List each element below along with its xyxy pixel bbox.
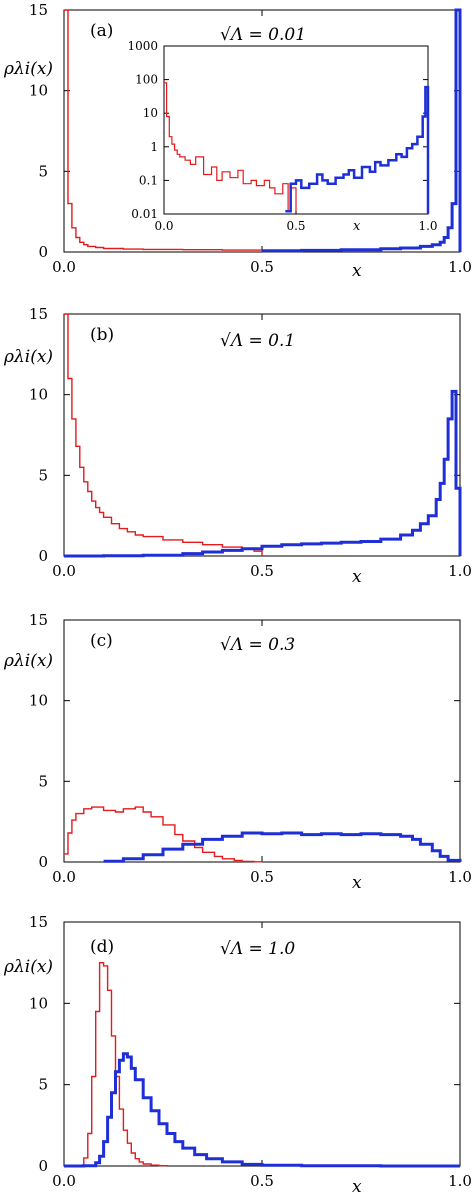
x-tick-label: 0.0 xyxy=(52,258,76,276)
inset-y-tick-label: 1000 xyxy=(127,39,158,53)
panel-b-plot: 0.0 0.5 1.0 0 5 10 15 xyxy=(29,305,472,580)
y-tick-label: 10 xyxy=(29,994,48,1012)
y-tick-label: 0 xyxy=(38,547,48,565)
inset-y-tick-label: 0.01 xyxy=(131,207,158,221)
panel-c-label: (c) xyxy=(90,631,113,651)
inset-x-tick-label: 0.5 xyxy=(286,219,305,233)
y-tick-label: 15 xyxy=(29,1,48,19)
y-tick-label: 10 xyxy=(29,82,48,100)
inset-xlabel: x xyxy=(353,219,361,234)
x-tick-label: 0.0 xyxy=(52,868,76,886)
y-tick-label: 15 xyxy=(29,305,48,323)
x-tick-label: 0.5 xyxy=(250,562,274,580)
panel-c-xlabel: x xyxy=(352,873,362,893)
panel-d-label: (d) xyxy=(90,937,114,957)
panel-b-ylabel: ρλi(x) xyxy=(3,347,53,367)
panel-d-xlabel: x xyxy=(352,1177,362,1196)
y-tick-label: 5 xyxy=(38,466,48,484)
inset-series-red-line xyxy=(164,82,297,212)
panel-c-title: √Λ = 0.3 xyxy=(220,635,295,655)
x-tick-label: 1.0 xyxy=(448,868,472,886)
y-tick-label: 5 xyxy=(38,1076,48,1094)
x-tick-label: 1.0 xyxy=(448,258,472,276)
panel-a: 0.0 0.5 1.0 0 5 10 15 (a) √Λ = 0.01 ρλi(x) x 1… xyxy=(3,1,472,281)
y-tick-label: 0 xyxy=(38,243,48,261)
x-tick-label: 0.5 xyxy=(250,868,274,886)
y-tick-label: 15 xyxy=(29,611,48,629)
panel-c-plot: 0.0 0.5 1.0 0 5 10 15 xyxy=(29,611,472,886)
inset-series-blue-line xyxy=(285,85,430,214)
panel-d-ylabel: ρλi(x) xyxy=(3,957,53,977)
series-red-line xyxy=(64,962,168,1167)
series-blue-line xyxy=(103,831,462,863)
y-tick-label: 0 xyxy=(38,1157,48,1175)
panel-a-inset: 1000 100 10 1 0.1 0.010.0 0.5 x 1.0 xyxy=(127,39,437,234)
x-tick-label: 0.0 xyxy=(52,1172,76,1190)
panel-b: 0.0 0.5 1.0 0 5 10 15 (b) √Λ = 0.1 ρλi(x) x xyxy=(3,305,472,587)
x-tick-label: 0.5 xyxy=(250,1172,274,1190)
y-tick-label: 0 xyxy=(38,853,48,871)
panel-a-title: √Λ = 0.01 xyxy=(220,25,306,45)
panel-a-xlabel: x xyxy=(352,261,362,281)
inset-y-tick-label: 0.1 xyxy=(139,173,158,187)
y-tick-label: 5 xyxy=(38,772,48,790)
inset-y-tick-label: 1 xyxy=(150,140,158,154)
x-tick-label: 1.0 xyxy=(448,1172,472,1190)
inset-x-tick-label: 0.0 xyxy=(154,219,173,233)
series-blue-line xyxy=(64,1052,460,1168)
series-red-line xyxy=(64,806,263,863)
x-tick-label: 0.5 xyxy=(250,258,274,276)
inset-y-tick-label: 100 xyxy=(135,73,158,87)
panel-a-plot: 0.0 0.5 1.0 0 5 10 15 xyxy=(29,1,472,276)
inset-x-tick-label: 1.0 xyxy=(418,219,437,233)
panel-c: 0.0 0.5 1.0 0 5 10 15 (c) √Λ = 0.3 ρλi(x) x xyxy=(3,611,472,893)
panel-b-label: (b) xyxy=(90,325,114,345)
panel-a-label: (a) xyxy=(90,21,113,41)
series-blue-line xyxy=(64,389,462,558)
panel-c-frame xyxy=(63,619,461,863)
series-red-line xyxy=(64,313,263,556)
y-tick-label: 10 xyxy=(29,386,48,404)
inset-y-tick-label: 10 xyxy=(143,106,158,120)
y-tick-label: 15 xyxy=(29,913,48,931)
series-red-line xyxy=(64,9,263,252)
x-tick-label: 1.0 xyxy=(448,562,472,580)
panel-b-xlabel: x xyxy=(352,567,362,587)
panel-d-title: √Λ = 1.0 xyxy=(220,939,295,959)
panel-a-ylabel: ρλi(x) xyxy=(3,59,53,79)
series-blue-line xyxy=(262,8,462,253)
panel-d-plot: 0.0 0.5 1.0 0 5 10 15 xyxy=(29,913,472,1190)
panel-b-title: √Λ = 0.1 xyxy=(220,331,295,351)
panel-d: 0.0 0.5 1.0 0 5 10 15 (d) √Λ = 1.0 ρλi(x) x xyxy=(3,913,472,1196)
panel-c-ylabel: ρλi(x) xyxy=(3,651,53,671)
x-tick-label: 0.0 xyxy=(52,562,76,580)
y-tick-label: 10 xyxy=(29,692,48,710)
y-tick-label: 5 xyxy=(38,162,48,180)
